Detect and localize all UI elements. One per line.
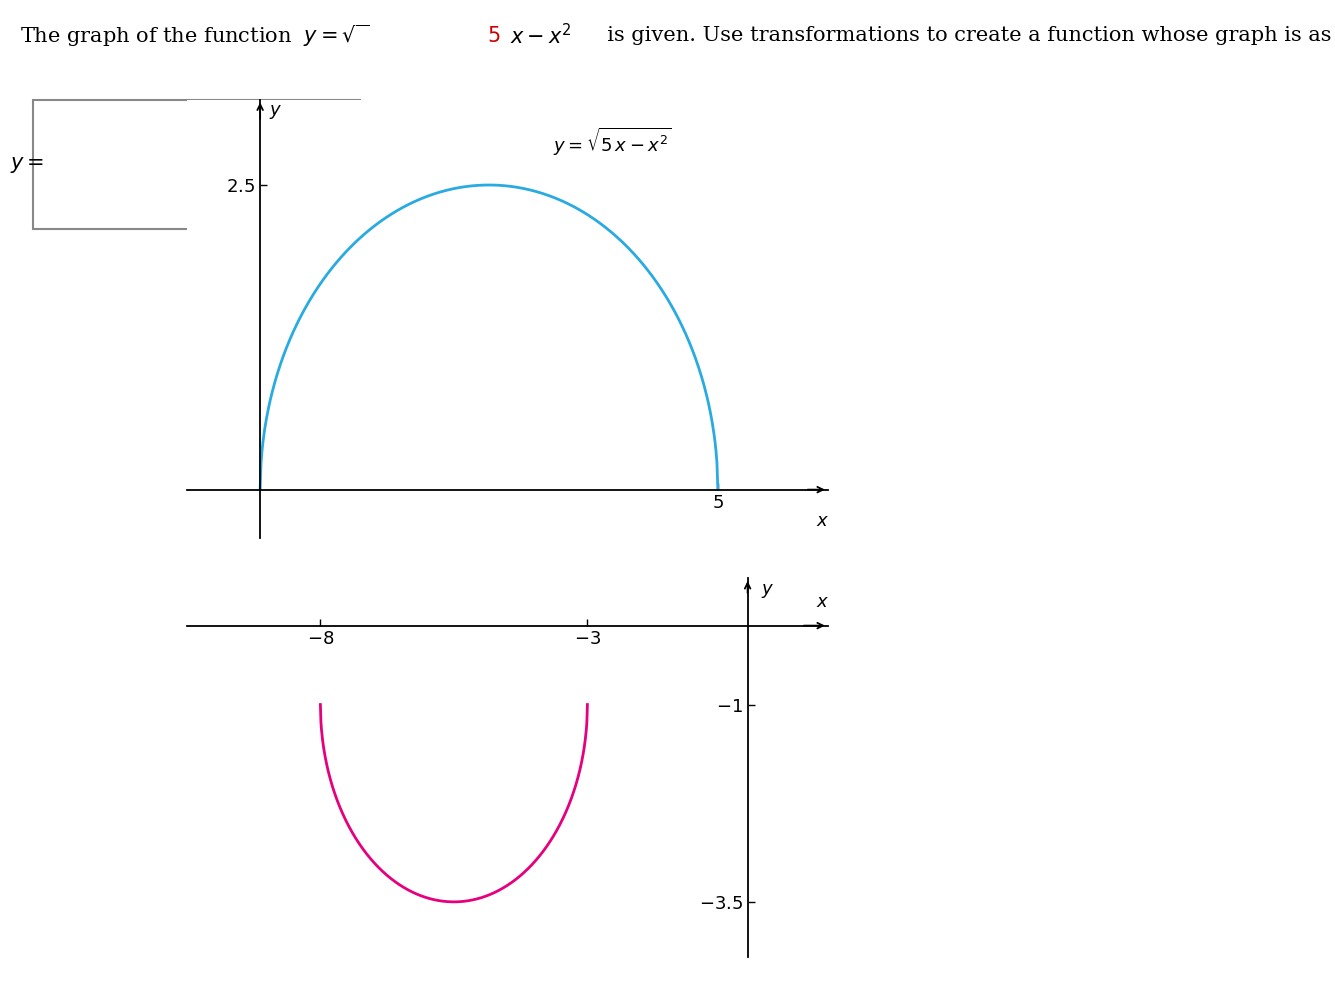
Text: is given. Use transformations to create a function whose graph is as shown.: is given. Use transformations to create … — [594, 26, 1335, 46]
Text: $x$: $x$ — [817, 511, 830, 529]
Text: The graph of the function  $y = \sqrt{\ }$: The graph of the function $y = \sqrt{\ }… — [20, 23, 370, 49]
Text: $5$: $5$ — [487, 26, 501, 46]
Text: $y$: $y$ — [761, 582, 774, 600]
Text: $y =$: $y =$ — [11, 155, 45, 174]
Text: $y$: $y$ — [270, 104, 283, 122]
FancyBboxPatch shape — [33, 100, 360, 229]
Text: $y = \sqrt{5\,x - x^2}$: $y = \sqrt{5\,x - x^2}$ — [553, 127, 672, 159]
Text: $x$: $x$ — [816, 593, 829, 611]
Text: $x - x^2$: $x - x^2$ — [510, 23, 571, 49]
